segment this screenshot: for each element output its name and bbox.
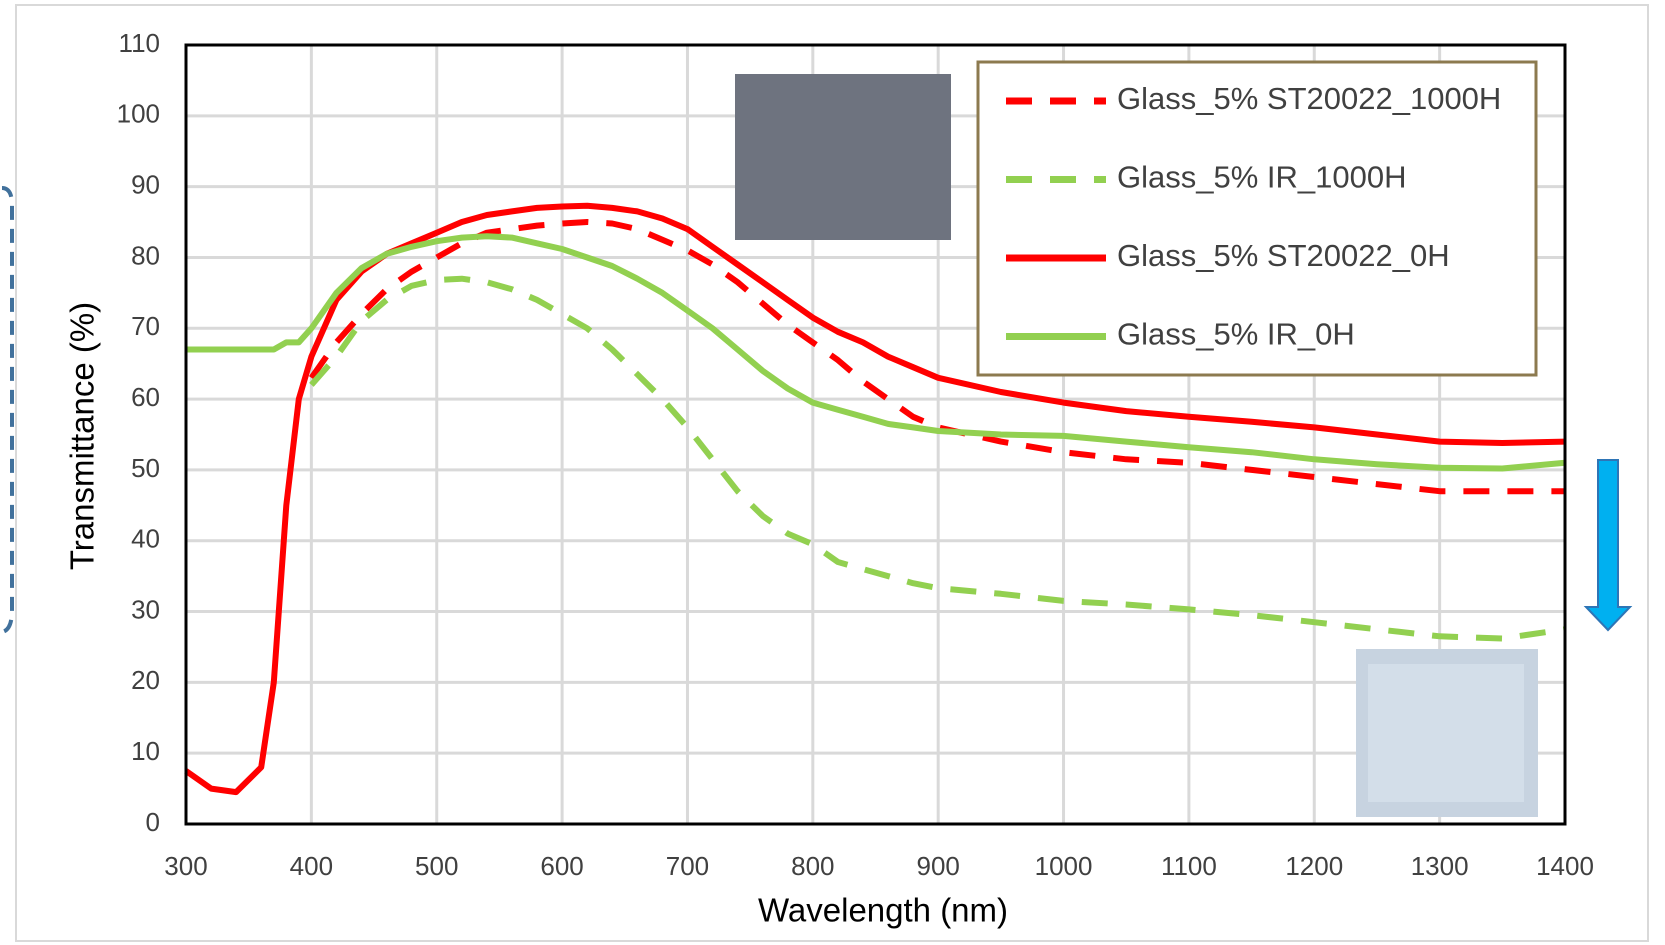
- x-tick-label: 1000: [1035, 851, 1093, 881]
- legend-box: [976, 60, 1538, 377]
- x-tick-label: 700: [666, 851, 709, 881]
- x-tick-label: 1200: [1285, 851, 1343, 881]
- x-tick-label: 1100: [1161, 851, 1217, 881]
- x-tick-label: 1300: [1411, 851, 1469, 881]
- series-line: [309, 275, 1566, 642]
- legend-label: Glass_5% ST20022_1000H: [1117, 81, 1501, 116]
- series-line: [186, 233, 1566, 472]
- series-line: [308, 219, 1565, 495]
- arrow: [1583, 459, 1633, 632]
- legend: Glass_5% ST20022_1000H Glass_5% IR_1000H G…: [976, 60, 1538, 377]
- photo-fresh-inner: [1368, 664, 1524, 802]
- bracket: [1, 186, 14, 634]
- x-tick-label: 600: [540, 851, 583, 881]
- legend-label: Glass_5% ST20022_0H: [1117, 238, 1450, 273]
- legend-label: Glass_5% IR_0H: [1117, 317, 1355, 352]
- x-tick-label: 900: [916, 851, 959, 881]
- y-tick-label: 20: [131, 665, 160, 695]
- x-tick-label: 300: [164, 851, 207, 881]
- x-tick-label: 1400: [1536, 851, 1594, 881]
- x-tick-label: 400: [290, 851, 333, 881]
- y-tick-label: 100: [117, 99, 160, 129]
- lines: [184, 202, 1566, 796]
- y-tick-label: 50: [131, 453, 160, 483]
- y-tick-label: 40: [131, 524, 160, 554]
- frame: [15, 4, 1649, 942]
- series-line: [184, 202, 1566, 796]
- y-tick-label: 110: [119, 28, 160, 58]
- y-axis-label: Transmittance (%): [64, 302, 101, 570]
- y-tick-label: 0: [146, 807, 160, 837]
- x-axis-label: Wavelength (nm): [758, 892, 1008, 929]
- y-tick-label: 70: [131, 311, 160, 341]
- y-tick-label: 30: [131, 594, 160, 624]
- plot-border: [184, 43, 1567, 826]
- y-tick-label: 80: [131, 240, 160, 270]
- y-tick-label: 60: [131, 382, 160, 412]
- legend-label: Glass_5% IR_1000H: [1117, 160, 1407, 195]
- y-tick-label: 90: [131, 170, 160, 200]
- photo-aged: [735, 74, 951, 240]
- x-tick-label: 800: [791, 851, 834, 881]
- y-tick-label: 10: [131, 736, 160, 766]
- x-tick-label: 500: [415, 851, 458, 881]
